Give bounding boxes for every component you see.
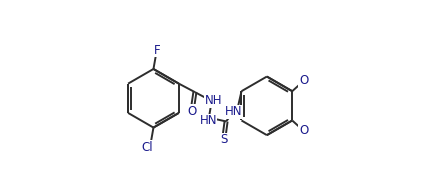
Text: S: S	[221, 133, 228, 146]
Text: HN: HN	[199, 114, 217, 127]
Text: Cl: Cl	[141, 141, 153, 153]
Text: F: F	[154, 44, 161, 57]
Text: HN: HN	[225, 105, 242, 119]
Text: NH: NH	[204, 94, 222, 107]
Text: O: O	[187, 105, 196, 118]
Text: O: O	[299, 74, 308, 87]
Text: O: O	[299, 124, 308, 137]
